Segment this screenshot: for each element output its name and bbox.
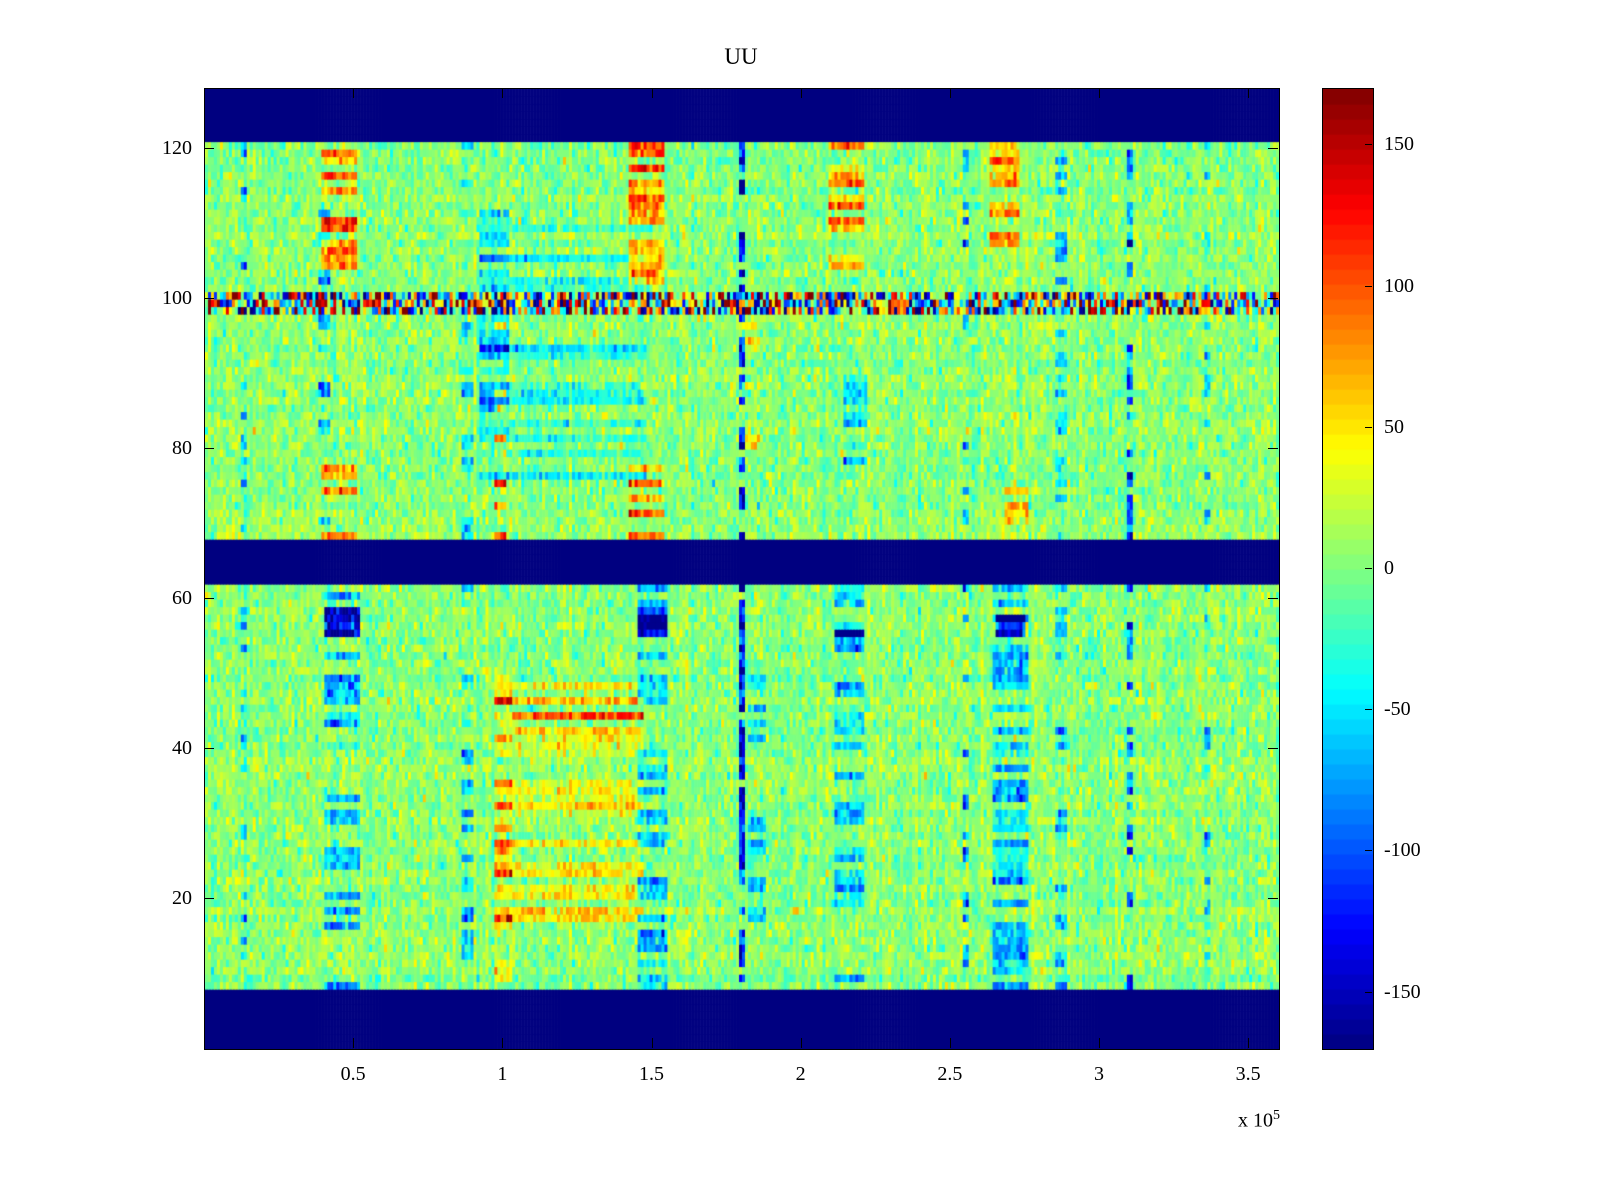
x-tick-mark-top <box>1099 88 1100 98</box>
colorbar-tick-mark <box>1365 991 1372 993</box>
x-tick-label: 1 <box>497 1063 508 1085</box>
y-tick-mark-right <box>1268 598 1278 599</box>
y-tick-label: 60 <box>172 587 192 609</box>
colorbar-canvas <box>1323 89 1373 1049</box>
x-axis-exponent: x 105 <box>1190 1108 1280 1133</box>
colorbar-tick-mark <box>1365 709 1372 711</box>
y-tick-label: 20 <box>172 887 192 909</box>
y-tick-mark <box>204 898 214 899</box>
colorbar-tick-label: -50 <box>1384 698 1411 721</box>
x-tick-mark <box>1248 1038 1250 1048</box>
colorbar-tick-label: 50 <box>1384 415 1404 438</box>
y-tick-mark <box>204 148 214 149</box>
colorbar <box>1322 88 1374 1050</box>
y-tick-mark-right <box>1268 148 1278 149</box>
x-tick-mark <box>949 1038 951 1048</box>
y-tick-mark <box>204 298 214 299</box>
x-tick-mark <box>502 1038 504 1048</box>
plot-area <box>204 88 1280 1050</box>
y-tick-label: 80 <box>172 437 192 459</box>
x-tick-label: 3.5 <box>1235 1063 1261 1085</box>
y-tick-label: 100 <box>162 287 192 309</box>
colorbar-tick-mark <box>1365 144 1372 146</box>
x-tick-mark-top <box>502 88 504 98</box>
y-tick-label: 120 <box>162 137 192 159</box>
colorbar-tick-label: -100 <box>1384 839 1421 862</box>
y-tick-mark-right <box>1268 898 1278 899</box>
x-tick-mark-top <box>353 88 355 98</box>
y-tick-mark-right <box>1268 298 1278 299</box>
y-tick-mark <box>204 748 214 749</box>
x-tick-mark <box>651 1038 653 1048</box>
y-tick-mark-right <box>1268 748 1278 749</box>
x-tick-mark-top <box>800 88 802 98</box>
y-tick-mark <box>204 598 214 599</box>
y-tick-mark <box>204 448 214 449</box>
x-tick-mark-top <box>1248 88 1250 98</box>
x-axis-exponent-prefix: x 10 <box>1238 1109 1273 1132</box>
x-tick-label: 2.5 <box>937 1063 963 1085</box>
y-tick-mark-right <box>1268 448 1278 449</box>
colorbar-tick-label: -150 <box>1384 980 1421 1003</box>
heatmap-canvas <box>205 89 1279 1049</box>
colorbar-tick-mark <box>1365 850 1372 852</box>
x-tick-mark <box>353 1038 355 1048</box>
x-axis-exponent-value: 5 <box>1273 1108 1280 1123</box>
x-tick-mark-top <box>651 88 653 98</box>
colorbar-tick-mark <box>1365 568 1372 569</box>
x-tick-mark-top <box>949 88 951 98</box>
y-tick-label: 40 <box>172 737 192 759</box>
colorbar-tick-mark <box>1365 285 1372 287</box>
colorbar-tick-label: 0 <box>1384 557 1394 579</box>
x-tick-mark <box>800 1038 802 1048</box>
x-tick-label: 3 <box>1094 1063 1104 1085</box>
chart-title: UU <box>724 44 758 69</box>
x-tick-mark <box>1099 1038 1100 1048</box>
colorbar-tick-label: 150 <box>1384 133 1414 156</box>
x-tick-label: 2 <box>795 1063 806 1085</box>
x-tick-label: 0.5 <box>340 1063 366 1085</box>
x-tick-label: 1.5 <box>639 1063 664 1085</box>
colorbar-tick-mark <box>1365 426 1372 428</box>
colorbar-tick-label: 100 <box>1384 274 1414 297</box>
